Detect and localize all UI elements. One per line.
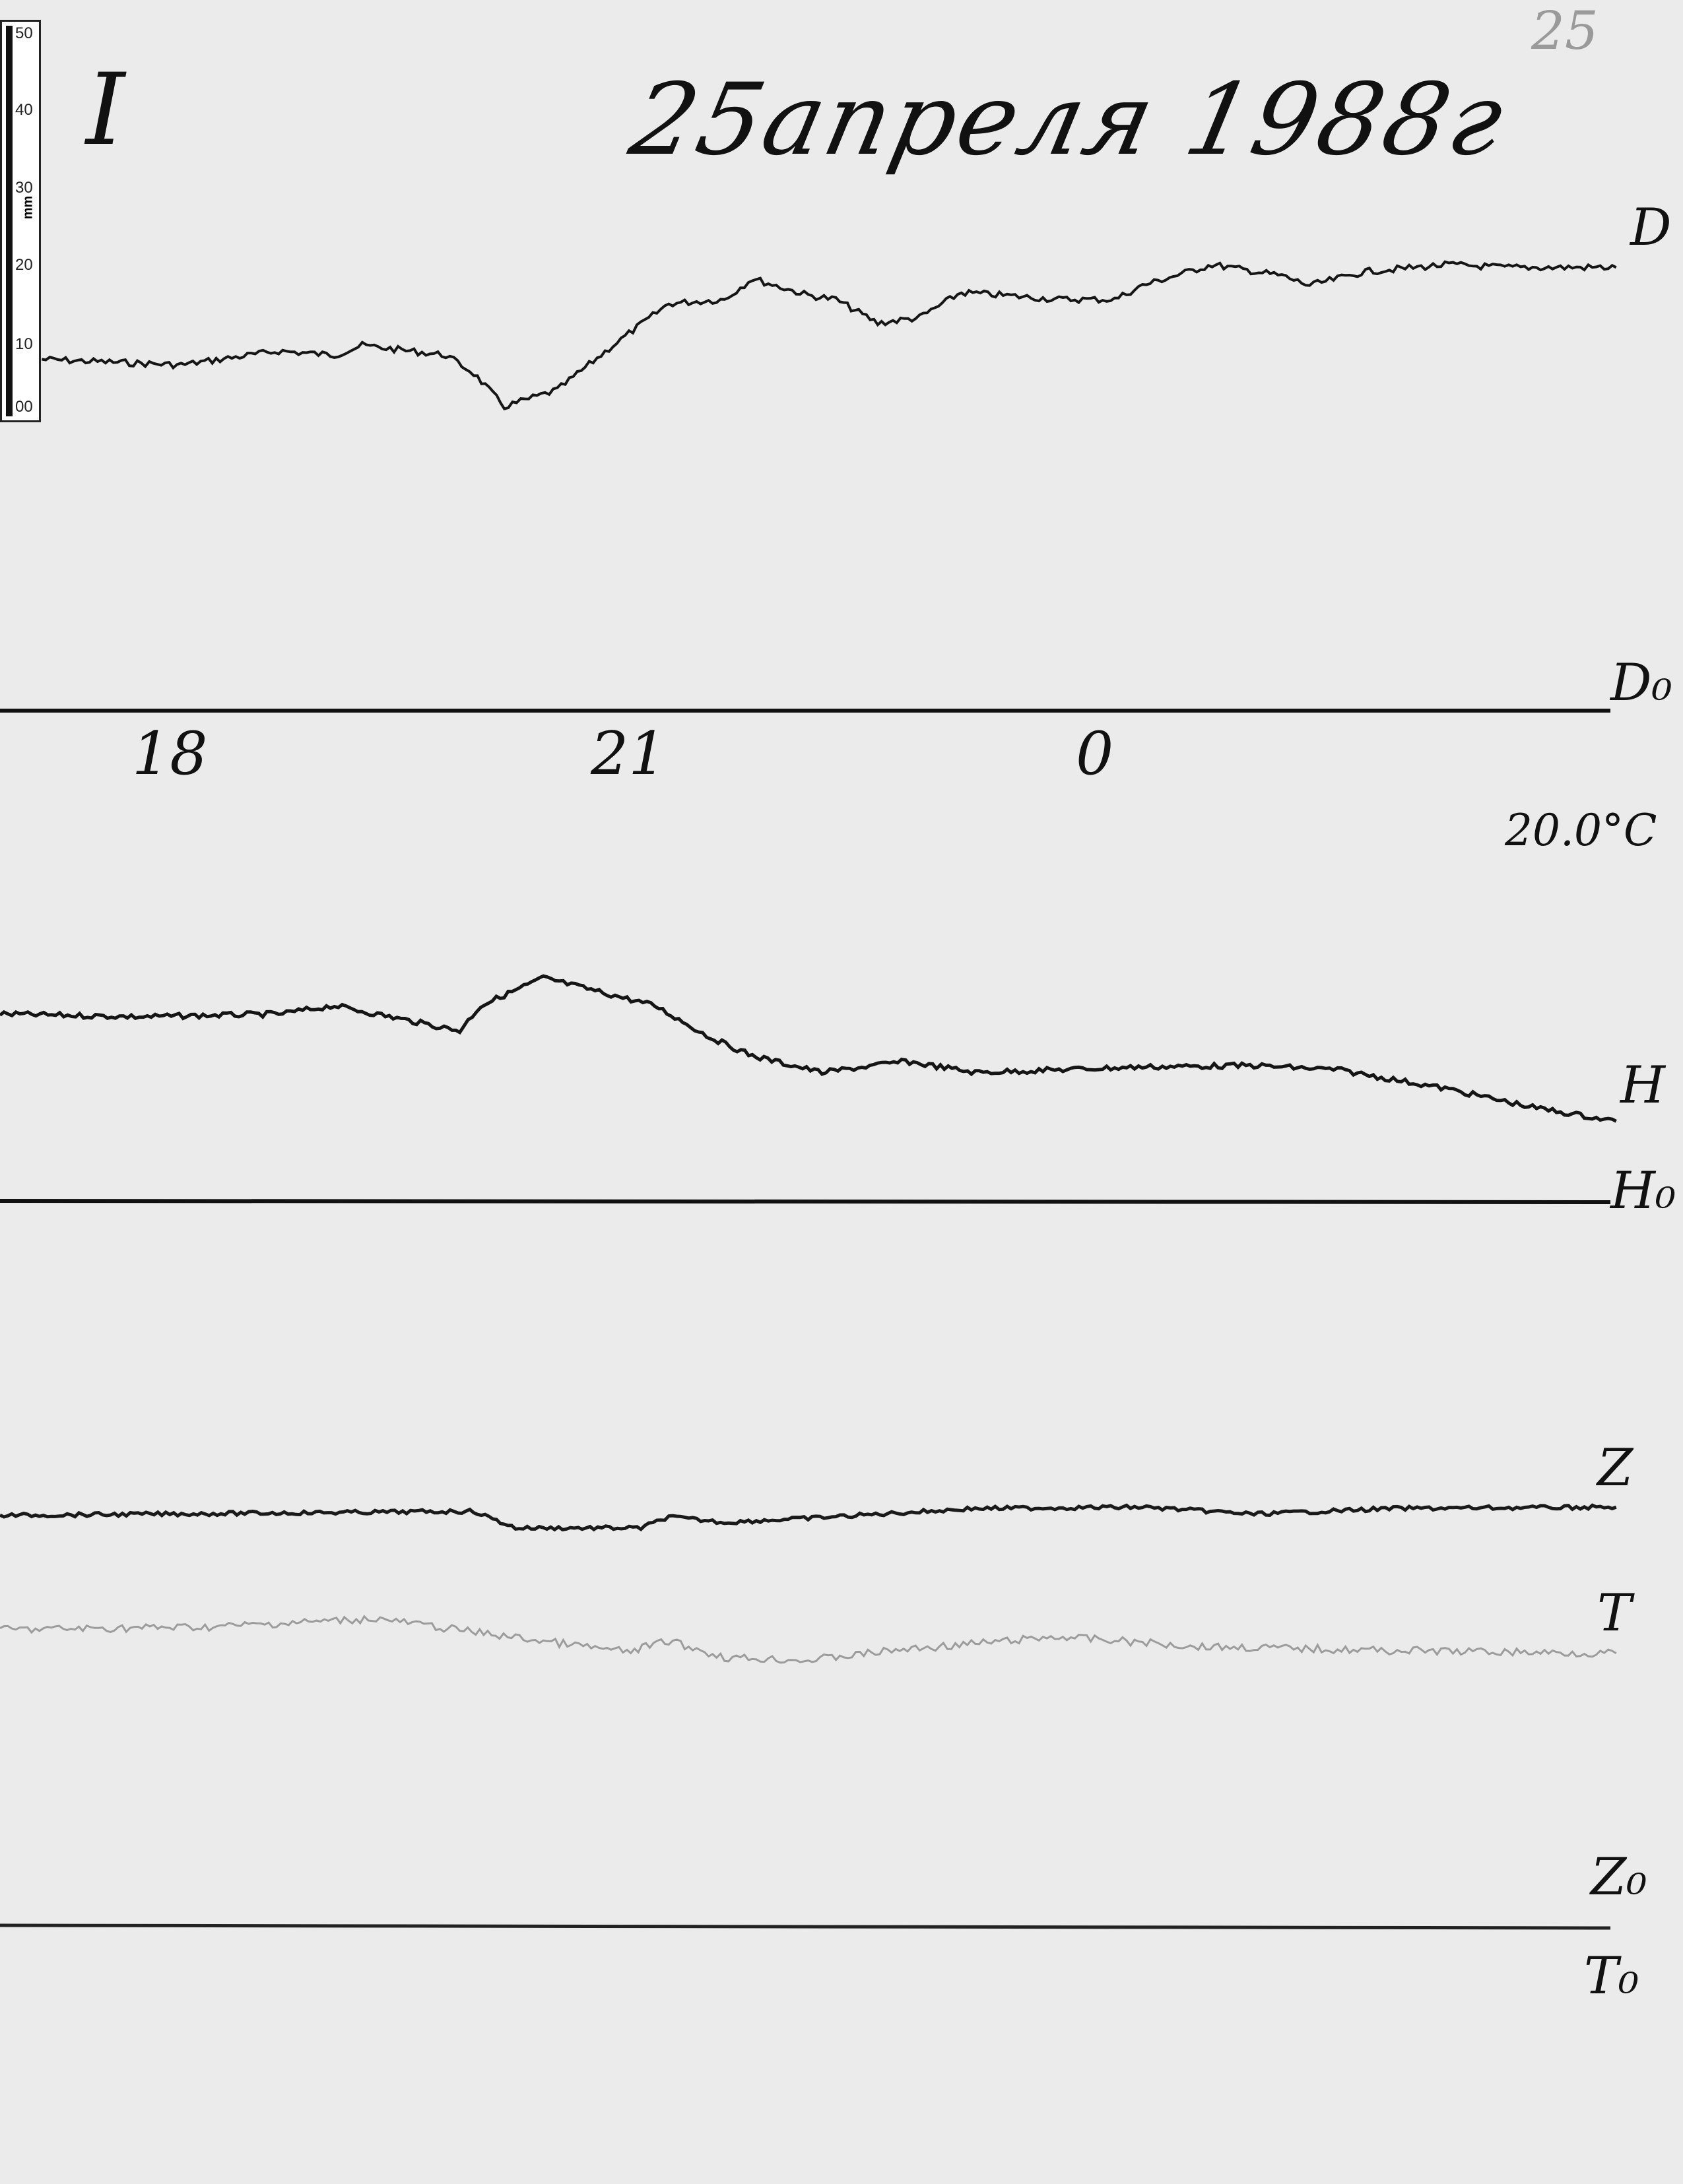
- ruler-mark: 10: [15, 335, 33, 353]
- ruler-mark: 30: [15, 179, 33, 197]
- trace-z: [0, 1503, 1617, 1532]
- temperature-note: 20.0°C: [1505, 805, 1657, 856]
- ruler-bar: [6, 26, 13, 416]
- time-label-18: 18: [132, 719, 208, 788]
- trace-t: [0, 1615, 1617, 1664]
- time-label-0: 0: [1076, 719, 1114, 788]
- baseline-label-d0: D₀: [1610, 653, 1672, 713]
- h0-baseline: [0, 1199, 1611, 1204]
- page-number: 25: [1531, 0, 1599, 61]
- baseline-label-t0: T₀: [1584, 1946, 1639, 2006]
- mm-scale-ruler: 50 40 30 mm 20 10 00: [0, 20, 41, 422]
- sheet-roman-numeral: I: [86, 53, 125, 168]
- trace-label-z: Z: [1597, 1438, 1634, 1498]
- trace-label-t: T: [1597, 1584, 1632, 1643]
- trace-h: [0, 974, 1617, 1123]
- baseline-label-z0: Z₀: [1591, 1847, 1647, 1907]
- ruler-mark: 20: [15, 256, 33, 274]
- baseline-label-h0: H₀: [1610, 1161, 1676, 1221]
- trace-label-h: H: [1620, 1056, 1666, 1115]
- z0-t0-baseline: [0, 1923, 1611, 1930]
- trace-d: [41, 260, 1617, 411]
- ruler-mark: 00: [15, 398, 33, 416]
- time-label-21: 21: [591, 719, 667, 788]
- ruler-mark: 40: [15, 101, 33, 119]
- trace-label-d: D: [1630, 198, 1672, 257]
- ruler-mark: 50: [15, 24, 33, 42]
